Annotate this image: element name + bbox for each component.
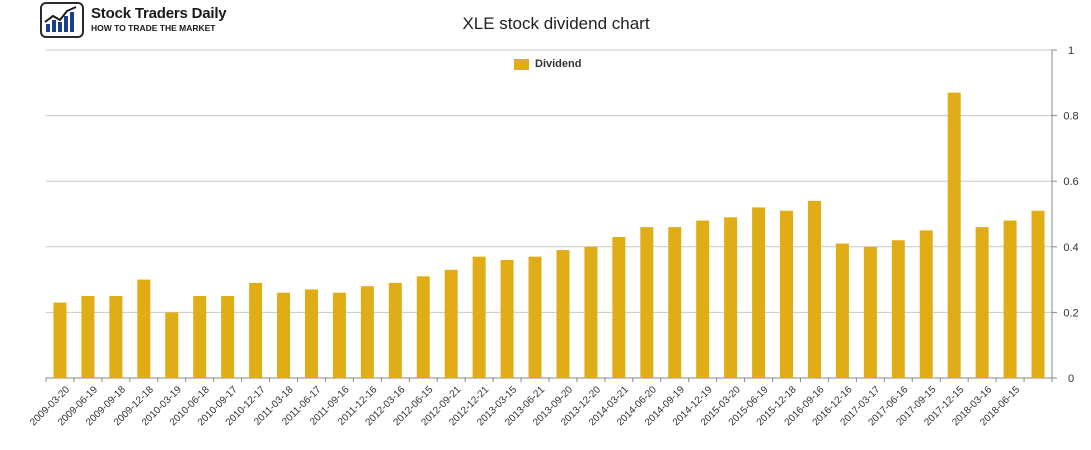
dividend-bar: [696, 220, 710, 378]
dividend-bar: [1031, 210, 1045, 378]
dividend-bar: [556, 250, 570, 378]
dividend-bar: [807, 200, 821, 378]
y-tick-label: 1: [1068, 45, 1074, 57]
dividend-bar: [109, 296, 123, 378]
dividend-bar: [752, 207, 766, 378]
dividend-bar: [863, 246, 877, 378]
dividend-bar: [640, 227, 654, 378]
y-tick-label: 0: [1068, 373, 1074, 385]
dividend-bar: [835, 243, 849, 378]
dividend-bar: [947, 92, 961, 378]
legend-swatch: [514, 58, 529, 70]
dividend-bar: [360, 286, 374, 378]
dividend-bar: [584, 246, 598, 378]
logo-title: Stock Traders Daily: [91, 5, 227, 22]
y-tick-label: 0.8: [1063, 111, 1078, 123]
y-tick-label: 0.2: [1063, 307, 1078, 319]
logo-tagline: HOW TO TRADE THE MARKET: [91, 23, 216, 33]
dividend-bar: [249, 282, 263, 378]
dividend-bar: [304, 289, 318, 378]
dividend-bar: [668, 227, 682, 378]
y-tick-label: 0.4: [1063, 242, 1078, 254]
dividend-bar: [416, 276, 430, 378]
dividend-bar: [53, 302, 67, 378]
dividend-bar: [528, 256, 542, 378]
dividend-bar: [332, 292, 346, 378]
dividend-bar: [1003, 220, 1017, 378]
chart-legend: Dividend: [514, 57, 581, 71]
dividend-bar: [277, 292, 291, 378]
dividend-bar: [472, 256, 486, 378]
logo: Stock Traders Daily HOW TO TRADE THE MAR…: [40, 2, 240, 40]
dividend-bar: [81, 296, 95, 378]
y-tick-label: 0.6: [1063, 176, 1078, 188]
dividend-bar: [444, 269, 458, 378]
dividend-bar: [891, 240, 905, 378]
legend-label: Dividend: [535, 58, 582, 70]
dividend-bar: [975, 227, 989, 378]
dividend-bar: [137, 279, 151, 378]
chart-title: XLE stock dividend chart: [462, 14, 650, 33]
dividend-bar: [500, 259, 514, 378]
dividend-bar: [221, 296, 235, 378]
dividend-bar: [919, 230, 933, 378]
dividend-bar: [388, 282, 402, 378]
dividend-bar: [724, 217, 738, 378]
logo-chart-icon: [40, 2, 84, 38]
dividend-bar: [165, 312, 179, 378]
dividend-bar: [193, 296, 207, 378]
dividend-bar: [612, 236, 626, 378]
dividend-bar: [780, 210, 794, 378]
